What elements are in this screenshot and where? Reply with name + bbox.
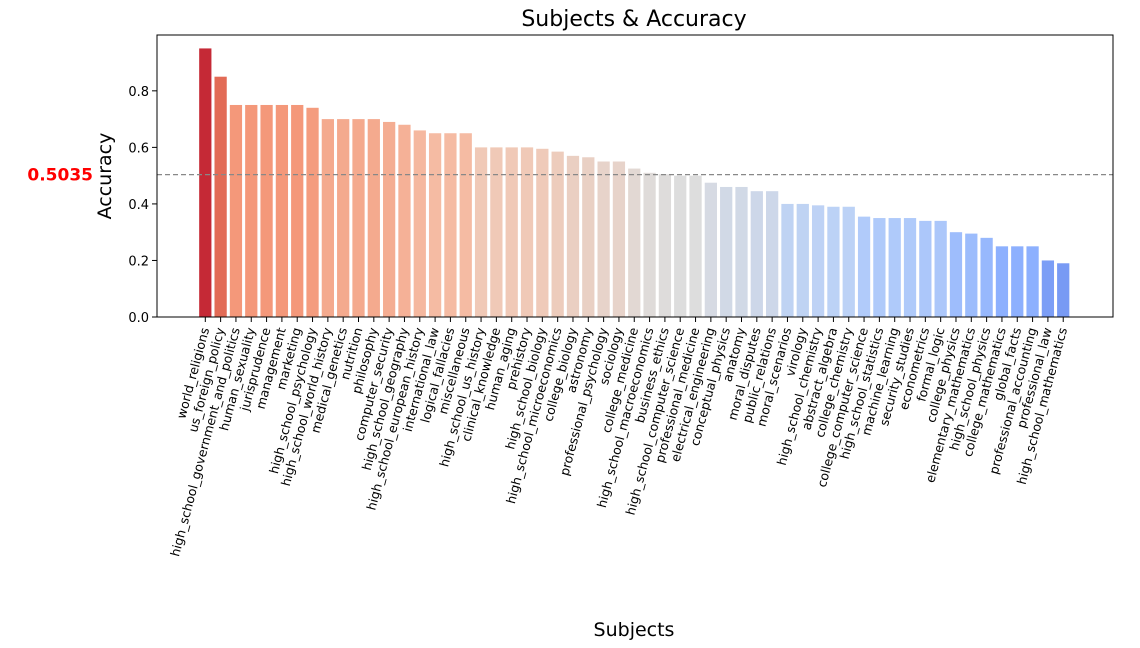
bar — [352, 119, 365, 318]
bar — [582, 157, 595, 317]
bar — [260, 104, 273, 317]
bar — [995, 246, 1009, 317]
bar — [229, 104, 243, 317]
y-tick-label: 0.2 — [128, 254, 149, 269]
bar — [551, 151, 564, 317]
bar — [857, 216, 871, 317]
bar — [505, 147, 518, 317]
bar — [214, 76, 227, 317]
bar — [444, 133, 457, 317]
bar — [735, 186, 748, 317]
x-axis-label: Subjects — [594, 619, 675, 641]
bar — [903, 218, 917, 317]
bar — [321, 119, 334, 318]
y-tick-label: 0.8 — [128, 85, 149, 100]
bar — [888, 218, 901, 317]
threshold-label: 0.5035 — [27, 166, 93, 186]
bar — [490, 147, 503, 317]
bar — [413, 130, 426, 317]
bar — [750, 191, 763, 317]
bar — [337, 119, 350, 318]
bar — [566, 155, 580, 317]
bar — [873, 218, 886, 317]
bar — [796, 203, 809, 317]
bar — [1011, 246, 1024, 317]
bar — [383, 121, 396, 317]
bar — [367, 119, 380, 318]
chart-title: Subjects & Accuracy — [521, 7, 746, 32]
y-axis-label: Accuracy — [94, 133, 116, 220]
bar — [1026, 246, 1039, 317]
bar — [628, 168, 641, 317]
bar — [398, 124, 411, 317]
bar — [704, 182, 717, 317]
bar — [766, 191, 779, 317]
bar — [811, 205, 825, 317]
bar — [612, 161, 626, 317]
bar — [291, 104, 304, 317]
bar — [781, 203, 794, 317]
bar — [245, 104, 258, 317]
bar — [980, 237, 993, 317]
bar — [689, 175, 702, 317]
bar — [827, 206, 840, 317]
bar — [674, 175, 687, 317]
bar — [949, 232, 963, 317]
bar — [934, 220, 947, 317]
bar — [428, 133, 442, 317]
bar — [658, 174, 672, 317]
y-tick-label: 0.6 — [128, 141, 149, 156]
bar — [919, 220, 932, 317]
bar — [1057, 263, 1070, 317]
bar — [306, 107, 319, 317]
bar — [199, 48, 212, 318]
bar — [459, 133, 472, 317]
bar — [842, 206, 855, 317]
y-tick-label: 0.0 — [128, 311, 149, 326]
bar — [720, 186, 733, 317]
bar — [1041, 260, 1055, 317]
y-tick-label: 0.4 — [128, 198, 149, 213]
plot-frame — [156, 34, 1114, 318]
bar — [520, 147, 534, 317]
bar — [536, 148, 549, 317]
bar — [643, 172, 656, 317]
bar — [275, 104, 289, 317]
bar — [474, 147, 488, 317]
bar — [597, 161, 610, 317]
bar — [965, 233, 978, 317]
